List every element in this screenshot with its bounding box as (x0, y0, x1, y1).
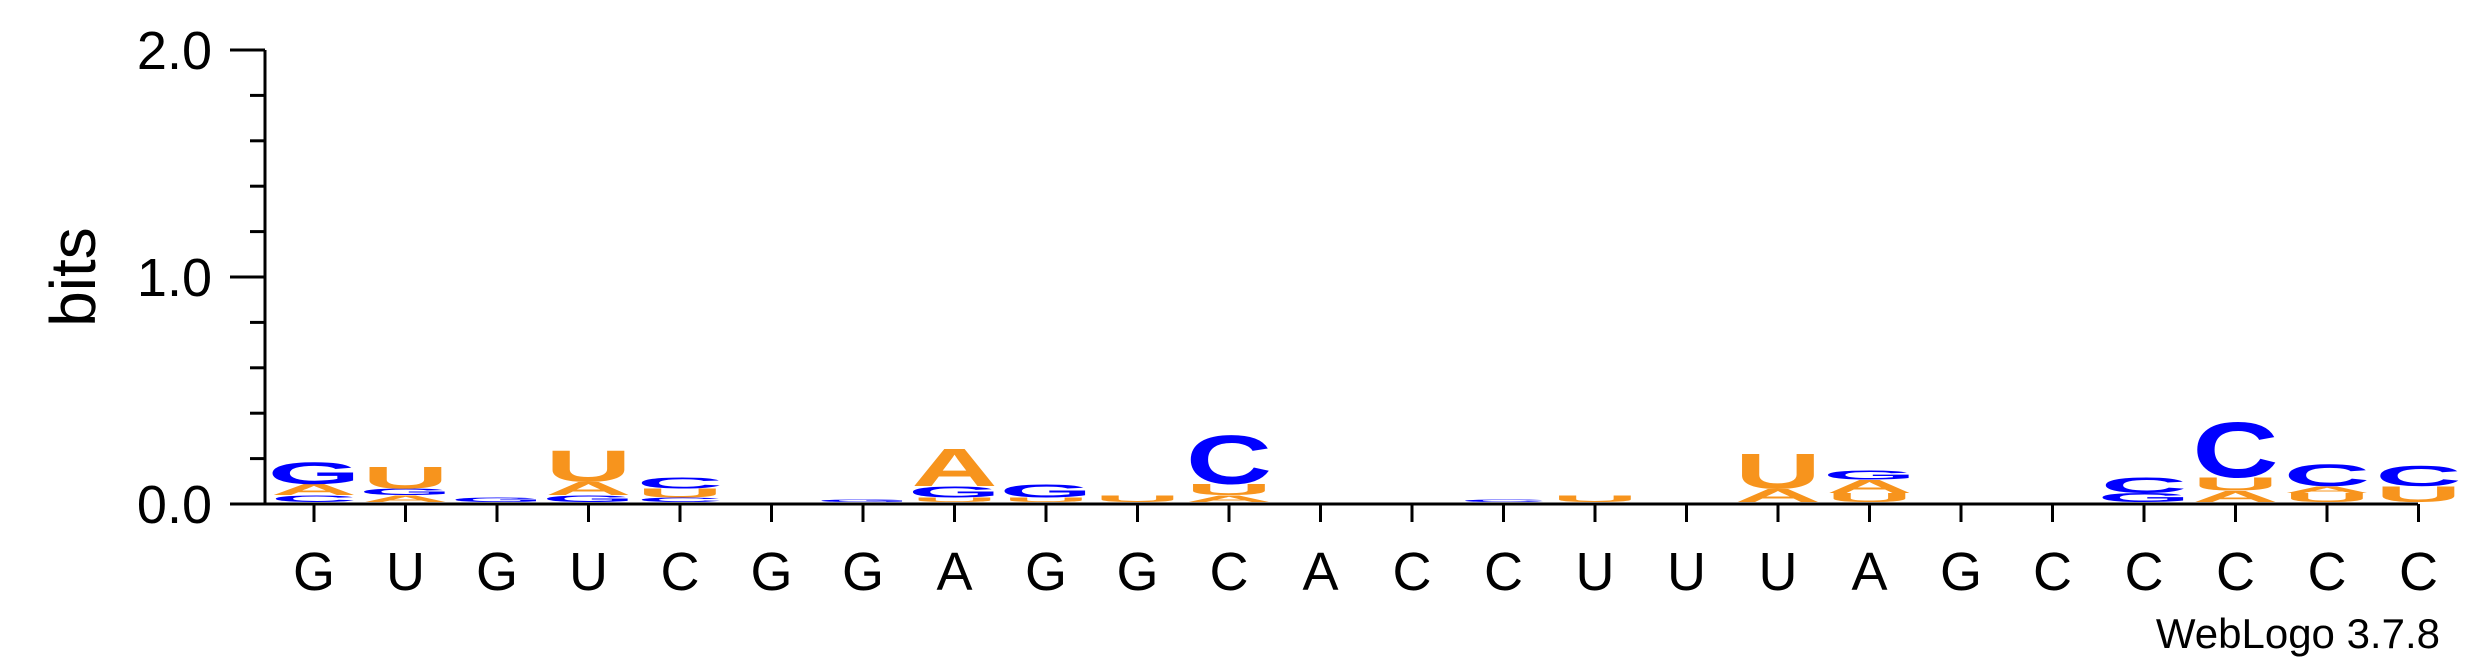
y-axis-label: bits (37, 227, 109, 327)
logo-letter-g: G (908, 483, 1001, 501)
x-tick-label: U (1759, 542, 1798, 602)
logo-letter-a: A (1186, 493, 1272, 504)
logo-letter-a: A (1826, 476, 1912, 497)
logo-letter-a: A (2192, 488, 2278, 506)
logo-letter-c: C (2101, 473, 2187, 498)
logo-letter-u: U (1186, 481, 1272, 499)
logo-letter-c: C (2192, 406, 2278, 494)
x-tick-label: A (1302, 542, 1338, 602)
logo-letter-g: G (451, 496, 544, 503)
logo-letter-a: A (545, 478, 631, 499)
logo-letter-g: G (1000, 481, 1093, 502)
x-tick-label: G (1025, 542, 1067, 602)
logo-letter-u: U (911, 496, 997, 503)
logo-letter-g: G (2098, 491, 2191, 505)
x-tick-label: G (1116, 542, 1158, 602)
x-tick-label: A (1851, 542, 1887, 602)
x-tick-label: U (386, 542, 425, 602)
logo-letter-u: U (1094, 493, 1180, 504)
y-tick-2: 2.0 (137, 21, 265, 81)
logo-letter-c: C (637, 474, 723, 492)
logo-letter-u: U (637, 486, 723, 500)
x-tick-label: G (476, 542, 518, 602)
logo-letter-a: A (271, 481, 357, 499)
y-minor-ticks (250, 93, 265, 461)
logo-letter-g: G (359, 487, 452, 498)
y-tick-label-2: 2.0 (137, 21, 212, 81)
logo-letter-u: U (2284, 491, 2370, 505)
x-tick-label: C (2033, 542, 2072, 602)
logo-letter-c: C (2375, 461, 2461, 493)
x-tick-label: U (1576, 542, 1615, 602)
x-tick-label: C (1210, 542, 1249, 602)
x-tick-label: C (661, 542, 700, 602)
logo-letter-u: U (1552, 493, 1638, 504)
logo-letter-u: U (545, 442, 631, 491)
logo-letter-c: C (2284, 458, 2370, 493)
x-tick-label: A (936, 542, 972, 602)
logo-letter-a: A (2284, 484, 2370, 495)
x-tick-label: G (750, 542, 792, 602)
weblogo-credit: WebLogo 3.7.8 (2156, 610, 2440, 657)
logo-letter-u: U (362, 460, 448, 495)
x-tick-label: C (2125, 542, 2164, 602)
x-tick-label: C (2216, 542, 2255, 602)
x-tick-label: G (1940, 542, 1982, 602)
x-tick-label: C (2308, 542, 2347, 602)
logo-letter-g: G (1823, 468, 1916, 482)
y-tick-1: 1.0 (137, 248, 265, 308)
logo-letter-a: A (1735, 485, 1821, 506)
logo-letter-u: U (1826, 491, 1912, 505)
x-tick-label: G (842, 542, 884, 602)
x-tick-label: U (569, 542, 608, 602)
x-tick-label: C (1393, 542, 1432, 602)
logo-letter-g: G (268, 455, 361, 490)
x-tick-label: G (293, 542, 335, 602)
x-tick-label: C (1484, 542, 1523, 602)
logo-letter-c: C (637, 496, 723, 503)
logo-letter-u: U (1735, 443, 1821, 499)
logo-letter-g: G (542, 493, 635, 504)
logo-letter-u: U (1003, 496, 1089, 503)
logo-letter-a: A (911, 437, 997, 497)
y-tick-label-0: 0.0 (137, 475, 212, 535)
x-tick-label: C (2399, 542, 2438, 602)
y-tick-0: 0.0 (137, 475, 265, 535)
logo-letter-g: G (817, 499, 910, 503)
y-tick-label-1: 1.0 (137, 248, 212, 308)
logo-letter-u: U (2375, 482, 2461, 507)
logo-letter-c: C (1186, 421, 1272, 498)
x-tick-label: U (1667, 542, 1706, 602)
logo-letter-c: C (1460, 499, 1546, 503)
logo-letter-u: U (2192, 474, 2278, 495)
logo-letter-a: A (362, 493, 448, 504)
logo-letter-c: C (271, 493, 357, 504)
